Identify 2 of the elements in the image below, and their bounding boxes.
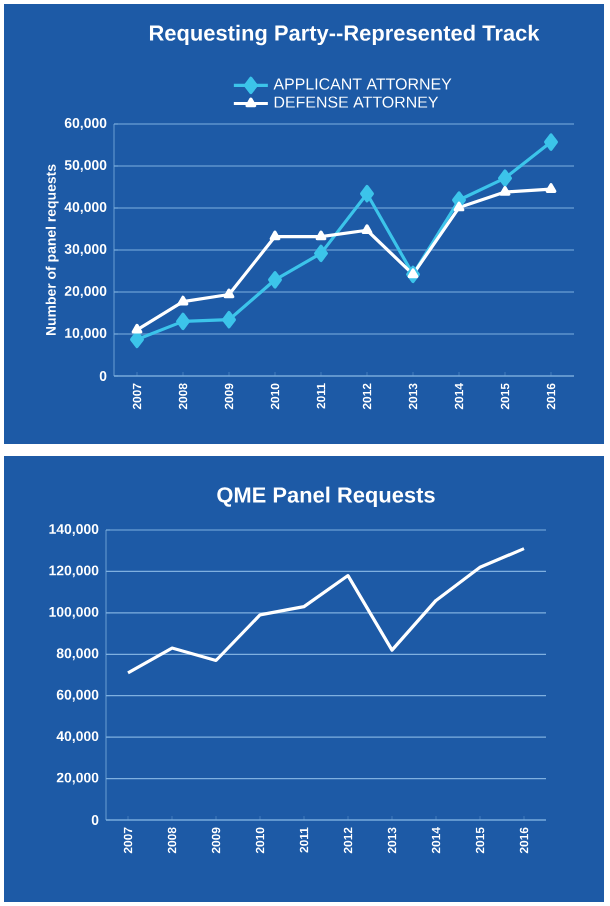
- chart-title: Requesting Party--Represented Track: [149, 24, 540, 46]
- chart-title: QME Panel Requests: [217, 486, 435, 507]
